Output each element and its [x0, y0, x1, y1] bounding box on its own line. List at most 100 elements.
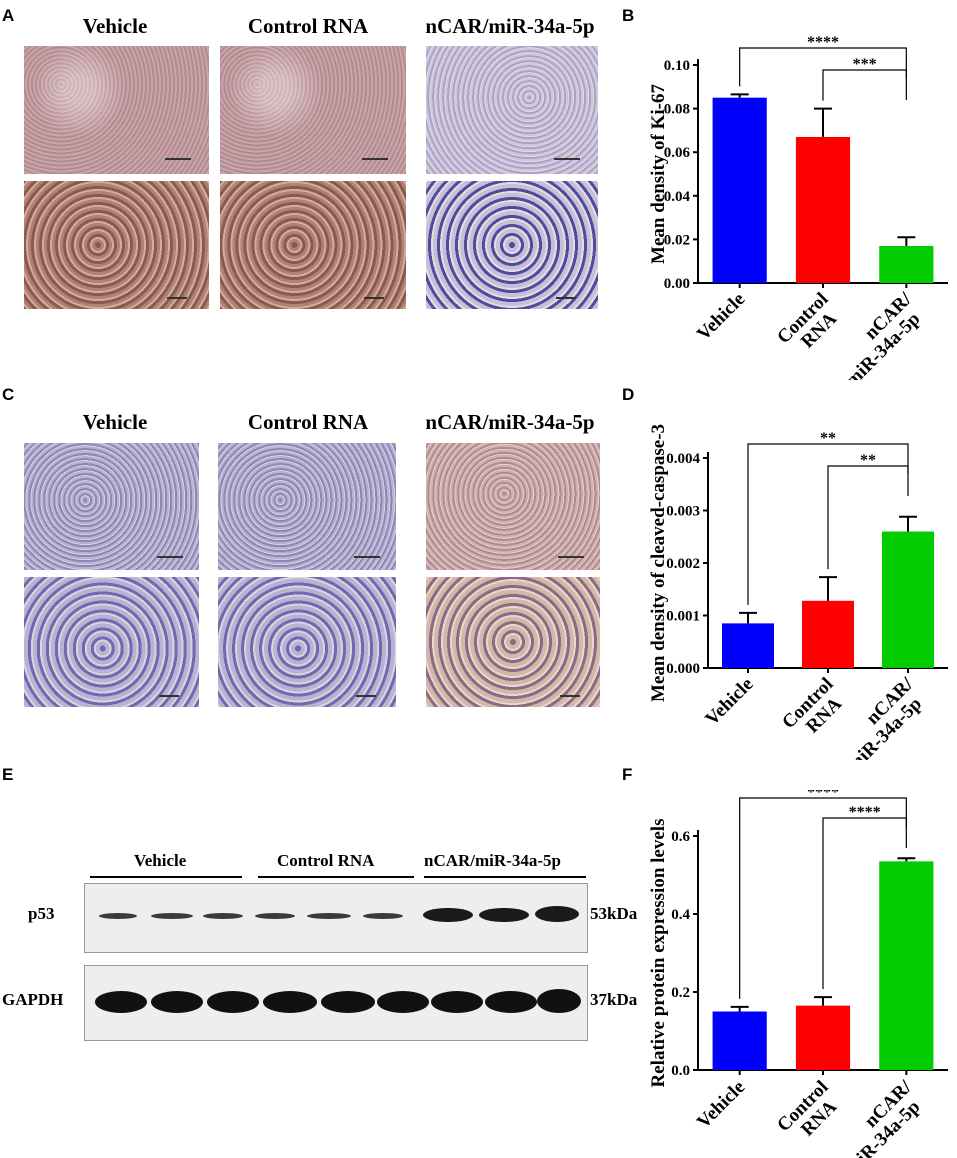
chart-d-significance-bracket — [747, 443, 909, 605]
chart-b-significance-bracket — [822, 69, 907, 101]
ihc-c-control-high-mag — [218, 577, 396, 707]
ihc-a-control-low-mag — [220, 46, 406, 174]
ihc-c-vehicle-high-mag — [24, 577, 199, 707]
wb-band — [321, 991, 375, 1013]
wb-band — [363, 913, 403, 919]
chart-b-y-tick-label: 0.00 — [664, 276, 690, 292]
chart-d-x-tick-label: Vehicle — [701, 674, 757, 730]
ihc-a-vehicle-high-mag — [24, 181, 209, 309]
wb-group-ncar: nCAR/miR-34a-5p — [424, 851, 561, 870]
wb-band — [479, 908, 529, 922]
chart-b-y-tick-label: 0.04 — [664, 189, 691, 205]
panel-letter-d: D — [622, 385, 635, 404]
chart-d-y-tick-label: 0.003 — [666, 504, 700, 520]
chart-d-significance-label: ** — [860, 452, 876, 469]
wb-band — [307, 913, 351, 919]
chart-b-significance-label: *** — [853, 56, 877, 73]
ihc-a-col-control-rna: Control RNA — [247, 14, 369, 38]
wb-band — [203, 913, 243, 919]
wb-band — [485, 991, 537, 1013]
ihc-a-vehicle-low-mag — [24, 46, 209, 174]
ihc-a-ncar-high-mag — [426, 181, 598, 309]
chart-d-bar — [722, 623, 774, 668]
wb-band — [377, 991, 429, 1013]
chart-b-y-tick-label: 0.02 — [664, 232, 690, 248]
chart-f-y-tick-label: 0.0 — [671, 1063, 690, 1079]
ihc-c-col-vehicle: Vehicle — [82, 410, 148, 434]
chart-d-x-tick-label: nCAR/miR-34a-5p — [829, 673, 932, 760]
wb-band — [151, 991, 203, 1013]
wb-group-line-vehicle — [90, 876, 242, 878]
chart-b-bar — [712, 97, 767, 283]
chart-d-y-tick-label: 0.004 — [666, 451, 700, 467]
wb-size-p53: 53kDa — [590, 904, 638, 923]
wb-group-line-ncar — [424, 876, 586, 878]
chart-d-x-tick-label: ControlRNA — [778, 674, 852, 748]
chart-d-y-tick-label: 0.002 — [666, 556, 700, 572]
wb-band — [95, 991, 147, 1013]
wb-band — [99, 913, 137, 919]
wb-protein-p53: p53 — [28, 904, 55, 923]
wb-group-line-control — [258, 876, 414, 878]
chart-f-x-tick-label: Vehicle — [693, 1077, 749, 1133]
chart-b-y-tick-label: 0.10 — [664, 58, 690, 74]
ihc-c-control-low-mag — [218, 443, 396, 570]
chart-f-significance-label: **** — [849, 804, 881, 821]
chart-f-significance-bracket — [822, 817, 907, 990]
wb-band — [207, 991, 259, 1013]
wb-band — [423, 908, 473, 922]
panel-letter-c: C — [2, 385, 15, 404]
chart-f-x-tick-label: nCAR/miR-34a-5p — [827, 1076, 930, 1158]
wb-protein-gapdh: GAPDH — [2, 990, 64, 1009]
ihc-c-vehicle-low-mag — [24, 443, 199, 570]
chart-d-y-axis-label: Mean density of cleaved-caspase-3 — [648, 424, 669, 702]
ihc-c-col-control-rna: Control RNA — [247, 410, 369, 434]
ihc-c-ncar-high-mag — [426, 577, 600, 707]
chart-b-y-axis-label: Mean density of Ki-67 — [648, 84, 669, 264]
chart-d-y-tick-label: 0.001 — [666, 609, 700, 625]
ihc-a-col-ncar: nCAR/miR-34a-5p — [425, 14, 595, 38]
chart-f-bar — [795, 1005, 851, 1070]
chart-f-y-tick-label: 0.2 — [671, 985, 690, 1001]
chart-d-significance-bracket — [827, 465, 909, 570]
ihc-c-col-ncar: nCAR/miR-34a-5p — [425, 410, 595, 434]
wb-band — [255, 913, 295, 919]
wb-blot-gapdh — [84, 965, 588, 1041]
ihc-a-col-vehicle: Vehicle — [82, 14, 148, 38]
chart-d-significance-label: ** — [820, 430, 836, 447]
wb-band — [535, 906, 579, 922]
wb-band — [537, 989, 581, 1013]
chart-d-bar — [802, 600, 854, 668]
wb-blot-p53 — [84, 883, 588, 953]
panel-letter-b: B — [622, 6, 635, 25]
wb-band — [431, 991, 483, 1013]
chart-f-y-tick-label: 0.4 — [671, 907, 690, 923]
chart-b-ki67: 0.00 0.02 0.04 0.06 0.08 0.10 Mean density of … — [648, 34, 948, 380]
chart-b-y-tick-label: 0.08 — [664, 102, 690, 118]
chart-b-x-tick-label: Vehicle — [693, 289, 749, 345]
ihc-a-ncar-low-mag — [426, 46, 598, 174]
chart-b-bar — [795, 136, 851, 283]
wb-band — [151, 913, 193, 919]
chart-b-y-tick-label: 0.06 — [664, 145, 691, 161]
chart-b-x-tick-label: ControlRNA — [773, 289, 847, 363]
wb-group-vehicle: Vehicle — [134, 851, 187, 870]
chart-f-bar — [712, 1011, 767, 1070]
chart-f-significance-label: **** — [807, 790, 839, 801]
wb-size-gapdh: 37kDa — [590, 990, 638, 1009]
panel-letter-f: F — [622, 765, 633, 784]
wb-group-control-rna: Control RNA — [277, 851, 375, 870]
chart-b-bar — [879, 245, 934, 283]
ihc-a-control-high-mag — [220, 181, 406, 309]
chart-b-significance-label: **** — [807, 34, 839, 51]
chart-f-x-tick-label: ControlRNA — [773, 1077, 847, 1151]
panel-letter-a: A — [2, 6, 15, 25]
chart-f-significance-bracket — [739, 797, 907, 999]
panel-letter-e: E — [2, 765, 14, 784]
wb-band — [263, 991, 317, 1013]
chart-d-bar — [882, 531, 934, 668]
chart-d-y-tick-label: 0.000 — [666, 661, 700, 677]
chart-f-bar — [879, 861, 934, 1070]
